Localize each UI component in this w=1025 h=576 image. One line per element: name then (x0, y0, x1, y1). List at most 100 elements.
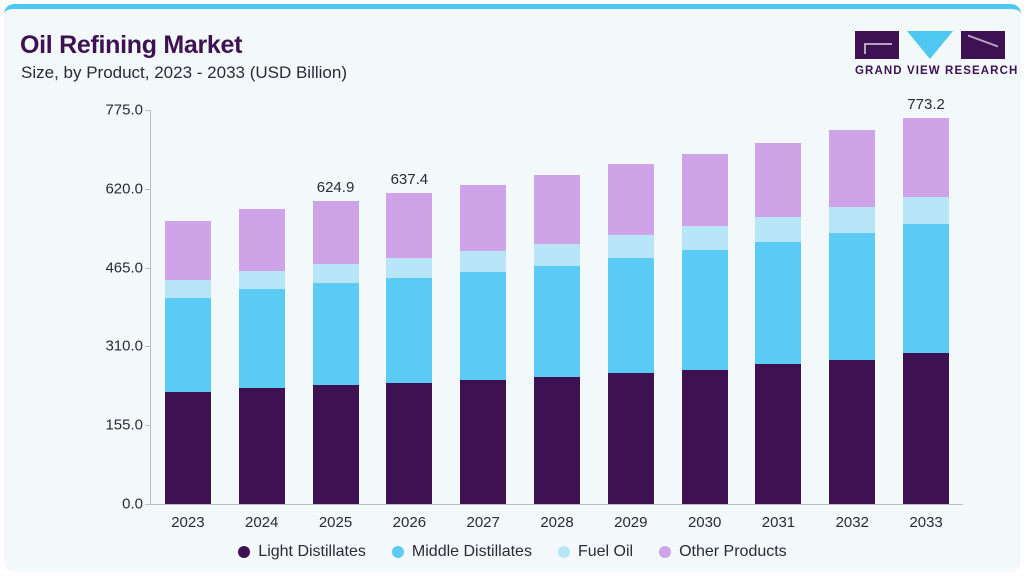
legend-label: Other Products (679, 543, 787, 560)
bar-group[interactable]: 2027 (460, 184, 507, 531)
legend-item[interactable]: Middle Distillates (391, 543, 532, 561)
legend-item[interactable]: Fuel Oil (557, 543, 634, 561)
bar-group[interactable]: 2028 (534, 175, 580, 531)
bar-segment[interactable] (607, 257, 654, 374)
bar-segment[interactable] (386, 383, 433, 504)
legend-label: Middle Distillates (411, 543, 532, 560)
x-axis-tick-label: 2027 (466, 514, 500, 531)
chart-card: Oil Refining Market Size, by Product, 20… (4, 4, 1021, 572)
bar-segment[interactable] (164, 279, 211, 298)
bar-segment[interactable] (534, 376, 580, 504)
logo-g-icon (855, 31, 899, 59)
page-subtitle: Size, by Product, 2023 - 2033 (USD Billi… (21, 63, 347, 82)
bar-segment[interactable] (238, 209, 285, 271)
bar-group[interactable]: 2032 (829, 130, 876, 531)
logo-text: GRAND VIEW RESEARCH (855, 65, 1019, 77)
bar-segment[interactable] (386, 278, 433, 384)
bar-segment[interactable] (460, 272, 507, 381)
bar-segment[interactable] (903, 196, 950, 224)
y-axis-tick-label: 155.0 (105, 416, 143, 434)
bar-segment[interactable] (681, 226, 728, 251)
y-axis-tick-label: 775.0 (105, 101, 143, 119)
bar-segment[interactable] (460, 251, 507, 273)
chart-plot-area: Market Size (USD Billion) 0.0155.0310.04… (4, 9, 1021, 572)
bar-group[interactable]: 2029 (607, 164, 654, 531)
bar-segment[interactable] (903, 118, 950, 197)
bar-segment[interactable] (460, 380, 507, 504)
legend-label: Light Distillates (258, 543, 366, 560)
y-axis-tick-mark (145, 188, 151, 190)
bar-segment[interactable] (829, 233, 876, 360)
y-axis-tick-mark (145, 110, 151, 111)
legend-label: Fuel Oil (577, 543, 634, 560)
x-axis-tick-label: 2033 (909, 514, 943, 531)
bar-segment[interactable] (607, 235, 654, 258)
bar-segment[interactable] (312, 385, 359, 504)
y-axis-tick-mark (145, 267, 151, 269)
bar-segment[interactable] (238, 270, 285, 290)
legend-color-swatch-icon (659, 546, 672, 558)
bar-segment[interactable] (829, 130, 876, 208)
bar-group[interactable]: 624.9 2025 (312, 179, 359, 531)
page-title: Oil Refining Market (20, 31, 243, 59)
x-axis-tick-label: 2023 (171, 514, 205, 531)
y-axis-tick-mark (145, 504, 151, 505)
legend-item[interactable]: Light Distillates (238, 543, 366, 561)
y-axis-tick-mark (145, 425, 151, 427)
bar-segment[interactable] (534, 243, 580, 266)
bar-segment[interactable] (534, 265, 580, 377)
bar-group[interactable]: 2024 (238, 209, 285, 531)
y-axis-tick-mark (145, 346, 151, 348)
x-axis-tick-label: 2030 (687, 514, 722, 531)
bar-segment[interactable] (312, 264, 359, 284)
bar-segment[interactable] (164, 297, 211, 392)
bar-segment[interactable] (755, 242, 802, 365)
logo-v-icon (907, 31, 953, 59)
bar-group[interactable]: 2031 (755, 142, 802, 531)
x-axis-tick-label: 2032 (835, 514, 869, 531)
bar-segment[interactable] (386, 257, 433, 279)
bar-segment[interactable] (460, 184, 507, 252)
x-axis-tick-label: 2026 (392, 514, 427, 531)
chart-legend: Light Distillates Middle Distillates Fuel … (4, 543, 1021, 561)
bar-segment[interactable] (681, 153, 728, 227)
bar-segment[interactable] (607, 373, 654, 504)
bar-segment[interactable] (829, 359, 876, 504)
bar-segment[interactable] (312, 283, 359, 386)
y-axis-tick-label: 0.0 (122, 495, 143, 513)
legend-color-swatch-icon (557, 546, 570, 558)
bar-segment[interactable] (534, 175, 580, 244)
y-axis-tick-label: 465.0 (105, 259, 143, 277)
bar-segment[interactable] (164, 220, 211, 280)
bar-segment[interactable] (607, 164, 654, 236)
bar-segment[interactable] (755, 364, 802, 504)
bar-segment[interactable] (164, 391, 211, 504)
bar-segment[interactable] (903, 353, 950, 504)
bar-segment[interactable] (755, 217, 802, 243)
bar-group[interactable]: 637.4 2026 (386, 171, 433, 531)
bar-segment[interactable] (386, 192, 433, 258)
bar-value-label: 637.4 (390, 170, 429, 188)
bar-segment[interactable] (755, 142, 802, 218)
x-axis-tick-label: 2029 (614, 514, 648, 531)
bar-segment[interactable] (238, 387, 285, 504)
grand-view-research-logo: GRAND VIEW RESEARCH (855, 31, 1019, 79)
bar-segment[interactable] (681, 369, 728, 504)
legend-color-swatch-icon (391, 546, 404, 558)
bar-value-label: 624.9 (316, 178, 355, 196)
bar-segment[interactable] (312, 200, 359, 265)
bar-segment[interactable] (903, 223, 950, 354)
bar-group[interactable]: 773.2 2033 (903, 96, 950, 531)
bar-group[interactable]: 2023 (164, 220, 211, 531)
legend-item[interactable]: Other Products (659, 543, 787, 561)
logo-r-icon (961, 31, 1005, 59)
bar-value-label: 773.2 (907, 96, 945, 114)
chart-axes: Market Size (USD Billion) 0.0155.0310.04… (105, 96, 963, 531)
y-axis-tick-label: 310.0 (105, 337, 143, 355)
bar-group[interactable]: 2030 (681, 153, 728, 531)
bar-segment[interactable] (238, 289, 285, 388)
x-axis-tick-label: 2028 (540, 514, 574, 531)
x-axis-tick-label: 2024 (245, 514, 279, 531)
bar-segment[interactable] (829, 207, 876, 234)
bar-segment[interactable] (681, 250, 728, 370)
